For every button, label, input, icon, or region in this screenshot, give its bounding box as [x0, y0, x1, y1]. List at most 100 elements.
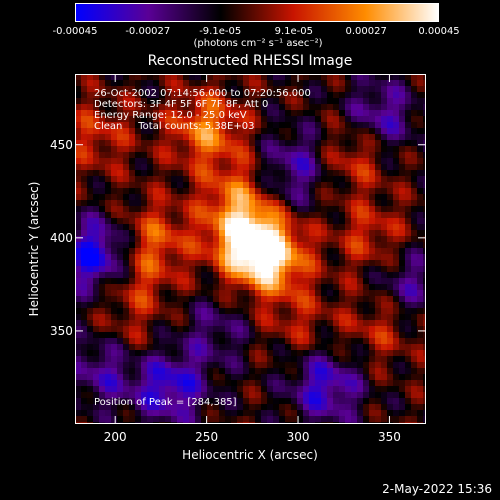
heatmap-cell [249, 326, 256, 333]
heatmap-cell [141, 110, 148, 117]
heatmap-cell [171, 110, 178, 117]
heatmap-cell [87, 248, 94, 255]
heatmap-cell [75, 338, 82, 345]
heatmap-cell [285, 188, 292, 195]
heatmap-cell [153, 74, 160, 81]
heatmap-cell [351, 296, 358, 303]
heatmap-cell [273, 110, 280, 117]
heatmap-cell [135, 278, 142, 285]
heatmap-cell [201, 248, 208, 255]
heatmap-cell [363, 194, 370, 201]
heatmap-cell [75, 92, 82, 99]
heatmap-cell [381, 110, 388, 117]
heatmap-cell [117, 242, 124, 249]
heatmap-cell [357, 200, 364, 207]
heatmap-cell [117, 404, 124, 411]
heatmap-cell [321, 308, 328, 315]
heatmap-cell [225, 128, 232, 135]
heatmap-cell [375, 308, 382, 315]
heatmap-cell [309, 308, 316, 315]
heatmap-cell [387, 320, 394, 327]
heatmap-cell [375, 74, 382, 81]
heatmap-cell [111, 368, 118, 375]
heatmap-cell [297, 128, 304, 135]
heatmap-cell [357, 350, 364, 357]
heatmap-cell [99, 398, 106, 405]
heatmap-cell [141, 194, 148, 201]
heatmap-cell [321, 152, 328, 159]
heatmap-cell [249, 248, 256, 255]
heatmap-cell [93, 188, 100, 195]
heatmap-cell [225, 284, 232, 291]
heatmap-cell [345, 248, 352, 255]
heatmap-cell [237, 392, 244, 399]
heatmap-cell [81, 248, 88, 255]
heatmap-cell [345, 194, 352, 201]
heatmap-cell [117, 338, 124, 345]
heatmap-cell [147, 290, 154, 297]
heatmap-cell [243, 218, 250, 225]
heatmap-cell [81, 242, 88, 249]
heatmap-cell [279, 158, 286, 165]
heatmap-cell [261, 362, 268, 369]
heatmap-cell [321, 398, 328, 405]
heatmap-cell [423, 356, 426, 363]
heatmap-cell [267, 308, 274, 315]
heatmap-cell [117, 212, 124, 219]
heatmap-cell [111, 350, 118, 357]
heatmap-cell [417, 278, 424, 285]
heatmap-cell [111, 272, 118, 279]
heatmap-cell [189, 290, 196, 297]
heatmap-cell [321, 332, 328, 339]
heatmap-cell [129, 182, 136, 189]
heatmap-cell [387, 278, 394, 285]
heatmap-cell [267, 110, 274, 117]
heatmap-cell [237, 362, 244, 369]
heatmap-cell [381, 212, 388, 219]
heatmap-cell [357, 80, 364, 87]
heatmap-cell [171, 272, 178, 279]
heatmap-cell [219, 164, 226, 171]
heatmap-cell [141, 368, 148, 375]
heatmap-cell [81, 344, 88, 351]
heatmap-cell [357, 134, 364, 141]
heatmap-cell [123, 416, 130, 423]
heatmap-cell [399, 320, 406, 327]
heatmap-cell [111, 200, 118, 207]
heatmap-cell [387, 98, 394, 105]
heatmap-cell [393, 110, 400, 117]
heatmap-cell [213, 254, 220, 261]
heatmap-cell [315, 236, 322, 243]
heatmap-cell [333, 200, 340, 207]
heatmap-cell [243, 368, 250, 375]
heatmap-cell [321, 404, 328, 411]
heatmap-cell [243, 164, 250, 171]
heatmap-cell [141, 422, 148, 424]
heatmap-cell [357, 278, 364, 285]
heatmap-cell [345, 146, 352, 153]
heatmap-cell [339, 314, 346, 321]
heatmap-cell [273, 224, 280, 231]
heatmap-cell [315, 326, 322, 333]
heatmap-cell [369, 164, 376, 171]
heatmap-cell [141, 416, 148, 423]
heatmap-cell [399, 104, 406, 111]
heatmap-cell [423, 104, 426, 111]
heatmap-cell [105, 170, 112, 177]
heatmap-cell [381, 98, 388, 105]
heatmap-cell [291, 140, 298, 147]
heatmap-cell [219, 410, 226, 417]
heatmap-cell [201, 302, 208, 309]
heatmap-cell [411, 254, 418, 261]
heatmap-cell [99, 218, 106, 225]
heatmap-cell [165, 230, 172, 237]
heatmap-cell [177, 368, 184, 375]
heatmap-cell [213, 272, 220, 279]
heatmap-cell [375, 398, 382, 405]
heatmap-cell [297, 104, 304, 111]
heatmap-cell [87, 380, 94, 387]
heatmap-cell [399, 404, 406, 411]
heatmap-cell [93, 392, 100, 399]
heatmap-cell [375, 236, 382, 243]
heatmap-cell [267, 278, 274, 285]
